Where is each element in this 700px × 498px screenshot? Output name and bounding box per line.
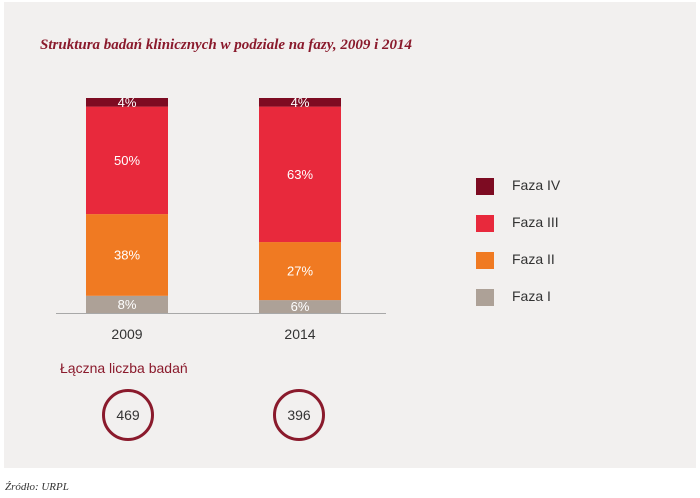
- bar-segment-faza-i-2009: [86, 295, 168, 313]
- legend-swatch-faza-iii: [476, 215, 494, 232]
- bar-segment-faza-ii-2009: [86, 214, 168, 296]
- data-label-faza-iv-2009: 4%: [118, 95, 137, 110]
- data-label-faza-iv-2014: 4%: [291, 95, 310, 110]
- total-circle-2014: 396: [273, 389, 325, 441]
- chart-title: Struktura badań klinicznych w podziale n…: [40, 37, 412, 53]
- data-label-faza-iii-2009: 50%: [114, 153, 140, 168]
- total-value-2009: 469: [116, 407, 140, 423]
- bar-segment-faza-ii-2014: [259, 242, 341, 301]
- bar-segment-faza-iv-2014: [259, 98, 341, 107]
- bar-segment-faza-i-2014: [259, 300, 341, 313]
- legend-label-faza-ii: Faza II: [512, 251, 555, 267]
- legend-label-faza-iv: Faza IV: [512, 177, 561, 193]
- legend-swatch-faza-ii: [476, 252, 494, 269]
- x-tick-label-2014: 2014: [284, 326, 315, 342]
- total-circle-2009: 469: [102, 389, 154, 441]
- x-tick-label-2009: 2009: [111, 326, 142, 342]
- source-note: Źródło: URPL: [5, 481, 69, 493]
- data-label-faza-i-2014: 6%: [291, 299, 310, 314]
- legend-swatch-faza-iv: [476, 178, 494, 195]
- legend-label-faza-iii: Faza III: [512, 214, 559, 230]
- legend-swatch-faza-i: [476, 289, 494, 306]
- data-label-faza-ii-2009: 38%: [114, 247, 140, 262]
- data-label-faza-ii-2014: 27%: [287, 264, 313, 279]
- bar-segment-faza-iii-2014: [259, 106, 341, 243]
- total-value-2014: 396: [287, 407, 311, 423]
- bar-segment-faza-iv-2009: [86, 98, 168, 107]
- bar-segment-faza-iii-2009: [86, 106, 168, 215]
- data-label-faza-iii-2014: 63%: [287, 167, 313, 182]
- total-studies-label: Łączna liczba badań: [60, 360, 188, 376]
- legend-label-faza-i: Faza I: [512, 288, 551, 304]
- data-label-faza-i-2009: 8%: [118, 297, 137, 312]
